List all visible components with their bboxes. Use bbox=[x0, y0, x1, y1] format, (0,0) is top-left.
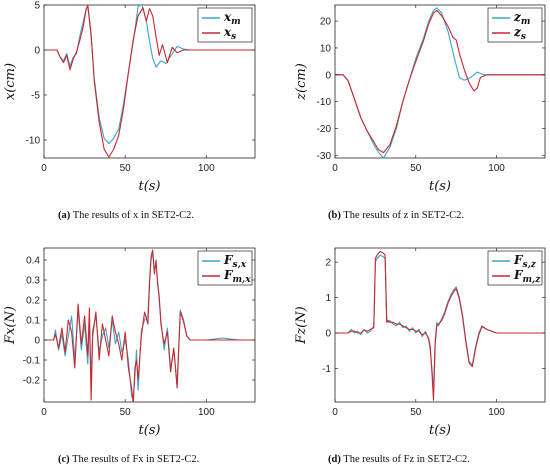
series-line-a-0 bbox=[44, 5, 255, 145]
chart-c: 0 50 100 -0.2 -0.1 0 0.1 0.2 0.3 0.4 t(s) Fx(N) Fs,x… bbox=[3, 247, 256, 438]
x-tick-label-c-1: 50 bbox=[120, 407, 132, 418]
y-tick-label-d-2: 1 bbox=[325, 293, 331, 304]
legend-label-b-1: zs bbox=[513, 25, 526, 42]
y-tick-label-c-2: 0 bbox=[34, 336, 40, 347]
y-tick-label-d-1: 0 bbox=[325, 328, 331, 339]
x-tick-label-d-0: 0 bbox=[332, 407, 338, 418]
legend-label-b-0: zm bbox=[513, 10, 530, 27]
caption-d: (d) The results of Fz in SET2-C2. bbox=[328, 454, 470, 465]
series-line-d-1 bbox=[335, 250, 545, 401]
y-tick-label-c-1: -0.1 bbox=[23, 356, 41, 367]
legend-label-d-0: Fs,z bbox=[513, 253, 537, 270]
legend-label-c-0: Fs,x bbox=[223, 253, 247, 270]
legend-c: Fs,xFm,x bbox=[197, 250, 253, 286]
legend-d: Fs,zFm,z bbox=[487, 250, 543, 286]
y-axis-label-a: x(cm) bbox=[3, 63, 18, 100]
y-tick-label-c-6: 0.4 bbox=[26, 256, 40, 267]
chart-d: 0 50 100 -1 0 1 2 t(s) Fz(N) Fs,zFm,z bbox=[294, 247, 546, 438]
x-tick-label-b-1: 50 bbox=[410, 163, 422, 174]
y-tick-label-b-0: -30 bbox=[317, 151, 332, 162]
x-axis-label-a: t(s) bbox=[138, 179, 160, 194]
legend-box-b bbox=[487, 7, 543, 43]
y-tick-label-c-3: 0.1 bbox=[26, 316, 40, 327]
y-tick-label-c-0: -0.2 bbox=[23, 376, 41, 387]
y-tick-label-c-4: 0.2 bbox=[26, 296, 40, 307]
legend-label-c-1: Fm,x bbox=[223, 268, 251, 285]
y-tick-label-b-4: 10 bbox=[320, 43, 332, 54]
y-tick-label-a-3: 5 bbox=[34, 1, 40, 12]
x-tick-label-a-2: 100 bbox=[198, 163, 215, 174]
legend-box-c bbox=[197, 250, 253, 286]
y-axis-label-d: Fz(N) bbox=[294, 306, 309, 344]
x-axis-label-c: t(s) bbox=[138, 423, 160, 438]
caption-c: (c) The results of Fx in SET2-C2. bbox=[58, 454, 200, 465]
x-tick-label-a-1: 50 bbox=[120, 163, 132, 174]
x-tick-label-c-2: 100 bbox=[198, 407, 215, 418]
x-tick-label-d-1: 50 bbox=[410, 407, 422, 418]
series-line-b-1 bbox=[335, 9, 545, 154]
y-tick-label-c-5: 0.3 bbox=[26, 276, 40, 287]
y-tick-label-a-1: -5 bbox=[31, 91, 40, 102]
y-tick-label-d-0: -1 bbox=[322, 364, 331, 375]
x-axis-label-d: t(s) bbox=[429, 423, 451, 438]
y-tick-label-b-2: -10 bbox=[317, 97, 332, 108]
legend-label-a-0: xm bbox=[223, 10, 241, 27]
x-tick-label-a-0: 0 bbox=[41, 163, 47, 174]
y-tick-label-b-3: 0 bbox=[325, 70, 331, 81]
caption-b: (b) The results of z in SET2-C2. bbox=[328, 210, 465, 221]
legend-box-d bbox=[487, 250, 543, 286]
x-tick-label-b-2: 100 bbox=[488, 163, 505, 174]
x-axis-label-b: t(s) bbox=[429, 179, 451, 194]
caption-a: (a) The results of x in SET2-C2. bbox=[58, 210, 195, 221]
y-tick-label-b-5: 20 bbox=[320, 17, 332, 28]
y-tick-label-a-0: -10 bbox=[26, 136, 41, 147]
y-tick-label-d-3: 2 bbox=[325, 258, 331, 269]
y-tick-label-b-1: -20 bbox=[317, 124, 332, 135]
x-tick-label-d-2: 100 bbox=[488, 407, 505, 418]
y-axis-label-c: Fx(N) bbox=[3, 306, 18, 345]
legend-label-a-1: xs bbox=[223, 25, 236, 42]
legend-label-d-1: Fm,z bbox=[513, 268, 541, 285]
y-tick-label-a-2: 0 bbox=[34, 46, 40, 57]
x-tick-label-c-0: 0 bbox=[41, 407, 47, 418]
x-tick-label-b-0: 0 bbox=[332, 163, 338, 174]
legend-box-a bbox=[197, 7, 253, 43]
series-line-a-1 bbox=[44, 5, 255, 158]
series-line-c-1 bbox=[44, 249, 255, 402]
y-axis-label-b: z(cm) bbox=[294, 63, 309, 101]
